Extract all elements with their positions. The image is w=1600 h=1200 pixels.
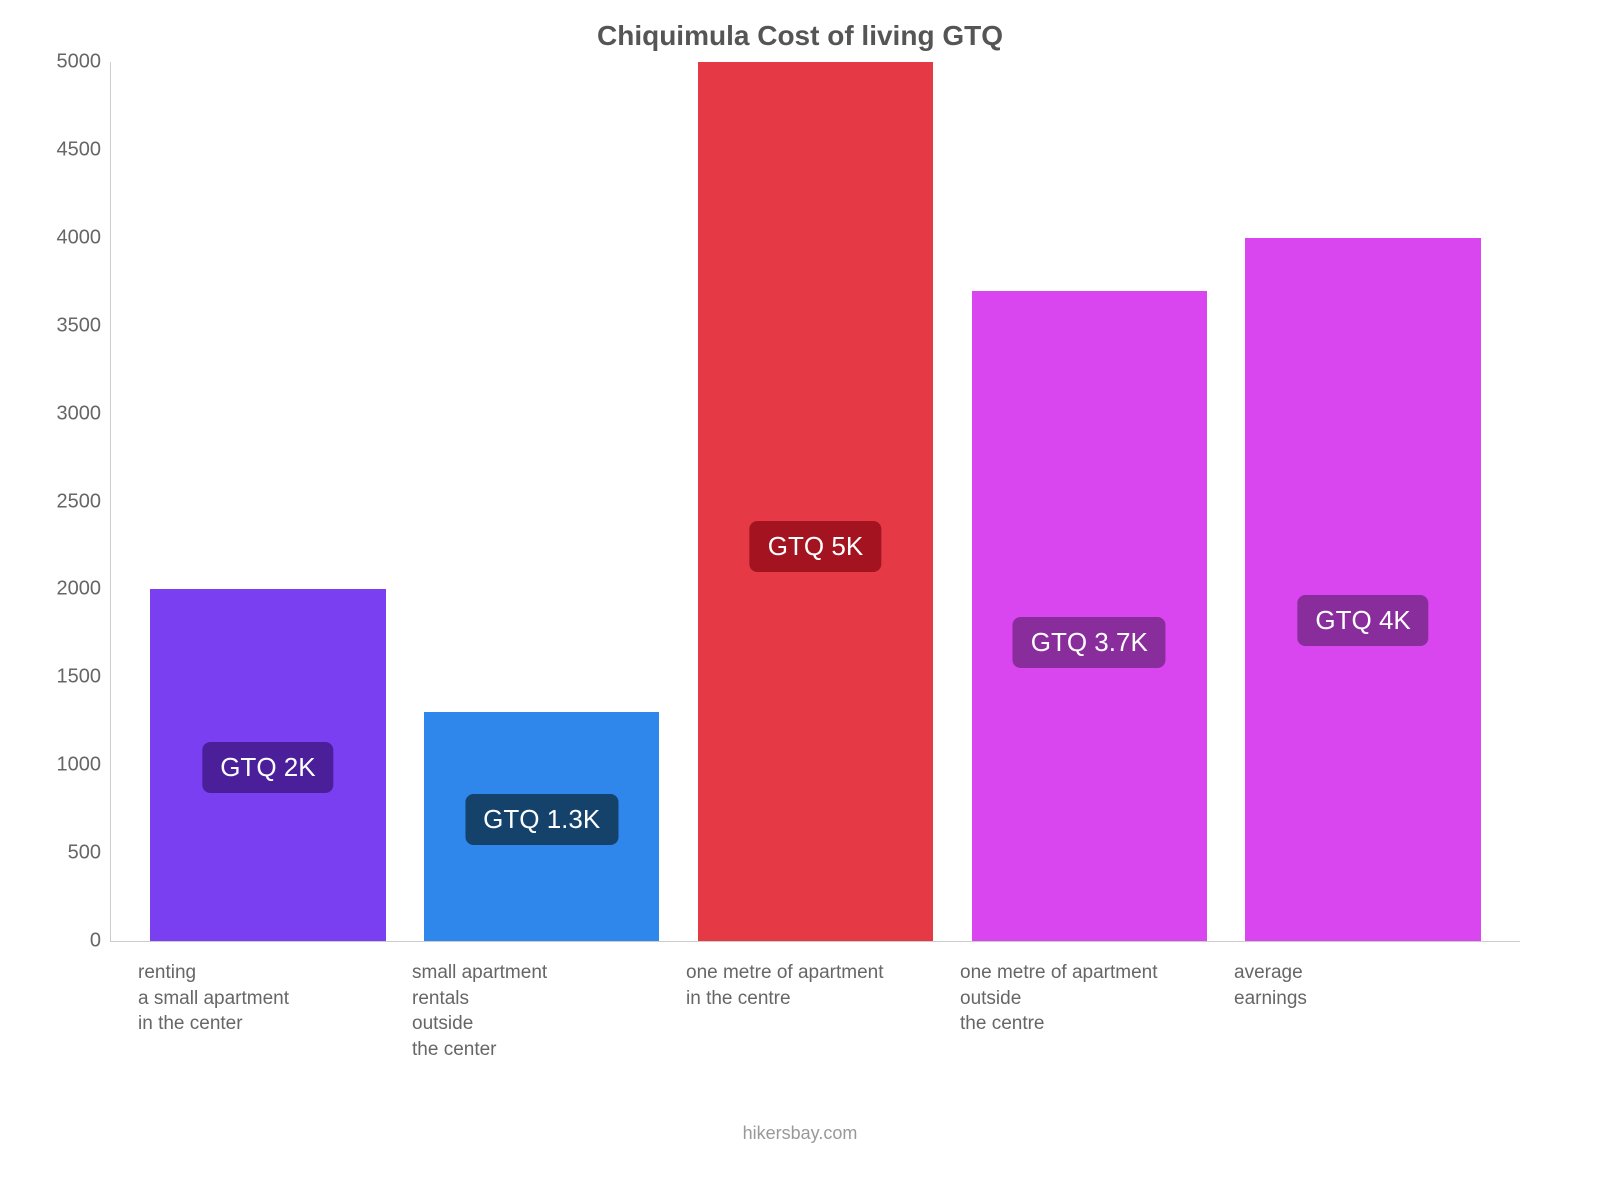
bar: GTQ 1.3K <box>424 712 659 941</box>
y-tick-label: 3500 <box>41 314 101 337</box>
x-axis-label: small apartment rentals outside the cent… <box>404 960 678 1063</box>
chart-title: Chiquimula Cost of living GTQ <box>40 20 1560 52</box>
bar-slot: GTQ 3.7K <box>952 62 1226 941</box>
y-tick-label: 2500 <box>41 490 101 513</box>
bar-value-badge: GTQ 2K <box>202 742 333 793</box>
y-tick-label: 4500 <box>41 138 101 161</box>
y-tick-label: 2000 <box>41 578 101 601</box>
bar: GTQ 3.7K <box>972 291 1207 941</box>
bar-slot: GTQ 1.3K <box>405 62 679 941</box>
bar: GTQ 5K <box>698 62 933 941</box>
bar-value-badge: GTQ 1.3K <box>465 794 618 845</box>
x-axis-label: average earnings <box>1226 960 1500 1063</box>
y-tick-label: 1500 <box>41 666 101 689</box>
y-tick-label: 4000 <box>41 226 101 249</box>
bar-slot: GTQ 2K <box>131 62 405 941</box>
bar-slot: GTQ 4K <box>1226 62 1500 941</box>
plot-area: GTQ 2KGTQ 1.3KGTQ 5KGTQ 3.7KGTQ 4K 05001… <box>110 62 1520 942</box>
attribution-text: hikersbay.com <box>40 1123 1560 1144</box>
bar-value-badge: GTQ 4K <box>1297 595 1428 646</box>
x-axis-label: one metre of apartment outside the centr… <box>952 960 1226 1063</box>
y-tick-label: 500 <box>41 842 101 865</box>
bars-wrap: GTQ 2K GTQ 1.3K GTQ 5K GTQ 3.7K GTQ 4K <box>111 62 1520 941</box>
y-tick-label: 3000 <box>41 402 101 425</box>
x-axis-label: one metre of apartment in the centre <box>678 960 952 1063</box>
x-axis-label: renting a small apartment in the center <box>130 960 404 1063</box>
bar: GTQ 2K <box>150 589 385 941</box>
bar: GTQ 4K <box>1245 238 1480 941</box>
bar-value-badge: GTQ 3.7K <box>1013 617 1166 668</box>
bar-slot: GTQ 5K <box>679 62 953 941</box>
y-tick-label: 1000 <box>41 754 101 777</box>
y-tick-label: 5000 <box>41 51 101 74</box>
bar-value-badge: GTQ 5K <box>750 521 881 572</box>
y-tick-label: 0 <box>41 930 101 953</box>
x-axis-labels: renting a small apartment in the centers… <box>110 942 1520 1063</box>
chart-container: Chiquimula Cost of living GTQ GTQ 2KGTQ … <box>0 0 1600 1200</box>
